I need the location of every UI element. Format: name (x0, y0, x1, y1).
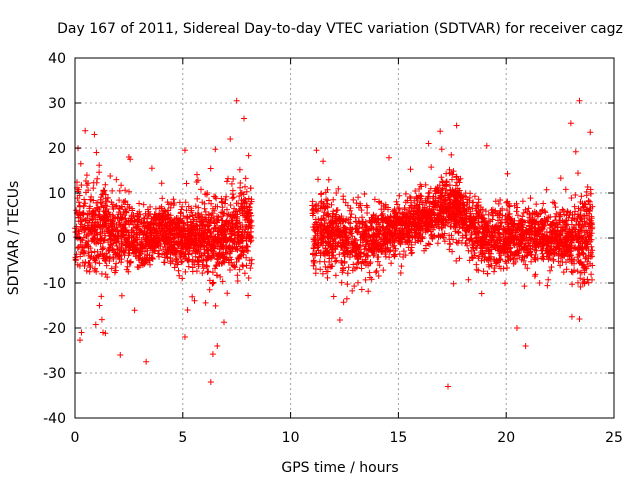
outlier-point (483, 142, 490, 149)
axis-ticks (74, 57, 615, 419)
outlier-point (453, 122, 460, 129)
x-tick-label: 10 (282, 430, 300, 446)
outlier-point (444, 383, 451, 390)
outlier-point (91, 131, 98, 138)
outlier-point (513, 325, 520, 331)
y-tick-label: -20 (43, 321, 66, 337)
outlier-point (313, 147, 320, 154)
x-tick-label: 5 (178, 430, 187, 446)
outlier-point (233, 97, 240, 104)
x-tick-label: 15 (389, 430, 407, 446)
data-points (72, 97, 596, 390)
outlier-point (125, 154, 132, 160)
outlier-point (100, 329, 107, 336)
y-axis-label: SDTVAR / TECUs (6, 181, 22, 296)
outlier-point (330, 293, 337, 300)
outlier-point (425, 140, 432, 147)
outlier-point (143, 358, 150, 365)
y-tick-label: -10 (43, 276, 66, 292)
y-tick-label: -30 (43, 366, 66, 382)
x-tick-label: 25 (605, 430, 623, 446)
chart-title: Day 167 of 2011, Sidereal Day-to-day VTE… (57, 21, 623, 37)
outlier-point (522, 343, 529, 349)
x-tick-labels: 0 5 10 15 20 25 (71, 430, 623, 446)
outlier-point (587, 129, 594, 136)
outlier-point (567, 120, 574, 127)
outlier-point (207, 379, 214, 385)
y-tick-label: 40 (48, 51, 66, 67)
y-tick-label: 10 (48, 186, 66, 202)
y-tick-labels: -40 -30 -20 -10 0 10 20 30 40 (43, 51, 66, 427)
y-tick-label: 30 (48, 96, 66, 112)
outlier-point (117, 352, 124, 358)
outlier-point (181, 147, 188, 154)
outlier-point (576, 97, 583, 104)
y-tick-label: 20 (48, 141, 66, 157)
scatter-cloud (72, 115, 596, 358)
x-tick-label: 0 (71, 430, 80, 446)
x-axis-label: GPS time / hours (281, 460, 398, 476)
outlier-point (576, 316, 583, 322)
outlier-point (181, 334, 188, 340)
y-tick-label: -40 (43, 411, 66, 427)
outlier-point (78, 329, 85, 336)
x-tick-label: 20 (497, 430, 515, 446)
outlier-point (214, 343, 221, 349)
y-tick-label: 0 (57, 231, 66, 247)
outlier-point (227, 136, 234, 142)
